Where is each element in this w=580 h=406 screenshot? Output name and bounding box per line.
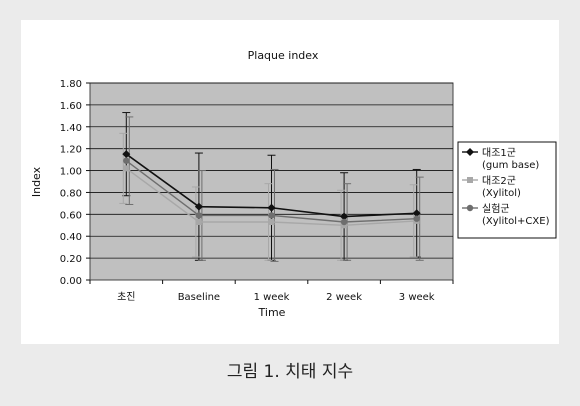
y-tick-label: 1.20 [60,145,82,156]
y-tick-label: 1.40 [60,123,82,134]
legend-label: 대조1군 [482,147,516,159]
y-tick-label: 1.80 [60,79,82,90]
legend-label: 대조2군 [482,175,516,187]
y-tick-label: 0.60 [60,210,82,221]
figure-caption: 그림 1. 치태 지수 [226,362,354,382]
data-point [195,212,203,219]
x-tick-label: 1 week [254,292,290,303]
legend-swatch-marker [467,177,473,183]
data-point [194,202,203,211]
chart-panel: Plaque index Index Time 0.00 0.20 0.40 0.60… [21,20,559,344]
data-point [123,165,130,172]
data-point [413,215,420,222]
y-axis-title: Index [30,166,43,197]
legend-label: (Xylitol+CXE) [482,216,550,227]
x-tick-label: 2 week [326,292,362,303]
data-point [341,222,348,229]
x-tick-label: Baseline [178,292,220,303]
data-point [340,218,348,226]
data-point [268,218,275,225]
y-tick-label: 0.00 [60,276,82,287]
legend-label: 실험군 [482,203,510,215]
legend-label: (Xylitol) [482,188,521,199]
x-axis-title: Time [258,306,286,319]
data-point [340,212,349,221]
y-tick-label: 0.40 [60,232,82,243]
data-point [267,203,276,212]
data-point [123,157,130,164]
y-tick-label: 1.60 [60,101,82,112]
y-tick-label: 1.00 [60,167,82,178]
chart-title: Plaque index [248,49,319,62]
x-tick-label: 3 week [399,292,435,303]
data-point [195,218,202,225]
y-tick-label: 0.20 [60,254,82,265]
legend-swatch-marker [466,204,474,212]
x-tick-label: 초진 [117,291,135,303]
legend-box [457,141,557,239]
y-tick-label: 0.80 [60,188,82,199]
legend-swatch-marker [466,148,474,156]
line-chart: Plaque index Index Time 0.00 0.20 0.40 0.60… [30,49,557,319]
legend-label: (gum base) [482,160,539,171]
data-point [122,150,131,159]
data-point [268,212,275,219]
data-point [412,209,421,218]
